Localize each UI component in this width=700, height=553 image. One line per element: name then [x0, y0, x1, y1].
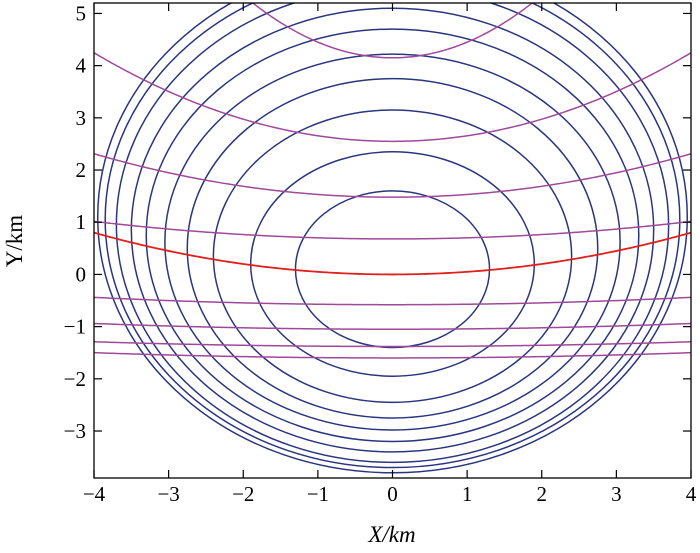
- plot-area: [94, 3, 691, 474]
- contour-ellipse: [104, 3, 681, 469]
- x-axis-label: X/km: [367, 522, 415, 547]
- x-tick-label: 1: [462, 482, 473, 506]
- contour-ellipse: [145, 28, 640, 443]
- x-axis-label-text: X/km: [367, 522, 415, 547]
- contour-ellipse: [212, 109, 573, 404]
- x-tick-label: 4: [686, 482, 697, 506]
- plot-frame: [93, 2, 692, 479]
- y-axis-label-text: Y/km: [2, 215, 27, 268]
- contour-ellipse: [294, 190, 491, 349]
- contour-ellipse: [249, 151, 536, 377]
- curve-line: [251, 3, 534, 59]
- curve-line: [94, 296, 691, 306]
- curve-line: [94, 322, 691, 330]
- curve-line: [94, 153, 691, 198]
- x-tick-label: −3: [157, 482, 179, 506]
- y-tick-label: 1: [76, 210, 87, 234]
- y-tick-label: −1: [64, 315, 86, 339]
- y-tick-label: 0: [76, 262, 87, 286]
- x-tick-label: 3: [611, 482, 622, 506]
- x-tick-label: −2: [232, 482, 254, 506]
- x-tick-label: −1: [307, 482, 329, 506]
- contour-ellipse: [164, 53, 621, 431]
- y-tick-label: −3: [64, 419, 86, 443]
- curve-line: [94, 341, 691, 348]
- y-tick-label: −2: [64, 367, 86, 391]
- curve-line: [94, 220, 691, 240]
- axis-ticks: −4 −3 −2 −1 0 1 2 3 4 −3 −2 −1 0 1 2 3 4 5: [64, 1, 697, 506]
- contour-ellipse: [186, 77, 599, 419]
- curve-line: [94, 52, 691, 143]
- contour-ellipse: [130, 7, 655, 453]
- y-tick-label: 2: [76, 158, 87, 182]
- highlight-curve: [94, 231, 691, 276]
- curve-line: [94, 351, 691, 359]
- y-axis-label: Y/km: [2, 215, 27, 268]
- y-tick-label: 5: [76, 1, 87, 25]
- y-tick-label: 3: [76, 106, 87, 130]
- x-tick-label: 2: [537, 482, 548, 506]
- contour-ellipse: [115, 3, 670, 464]
- x-tick-label: 0: [387, 482, 398, 506]
- x-tick-label: −4: [83, 482, 106, 506]
- y-tick-label: 4: [76, 54, 87, 78]
